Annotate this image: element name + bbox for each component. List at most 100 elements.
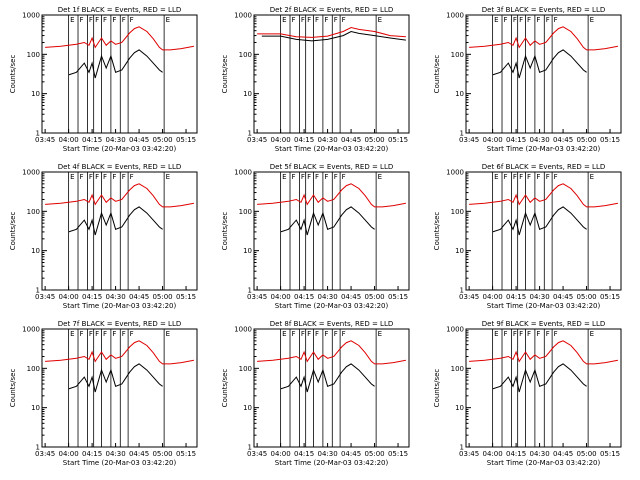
interval-marker-label: F [89, 173, 93, 181]
y-tick-label: 10 [455, 90, 464, 98]
x-tick-label: 05:00 [152, 293, 172, 301]
interval-marker-label: F [324, 16, 328, 24]
x-axis-label: Start Time (20-Mar-03 03:42:20) [275, 459, 389, 467]
interval-marker-label: E [494, 16, 498, 24]
x-tick-label: 04:15 [294, 450, 314, 458]
interval-marker-label: F [292, 330, 296, 338]
x-tick-label: 04:15 [506, 450, 526, 458]
x-axis-label: Start Time (20-Mar-03 03:42:20) [63, 145, 177, 153]
x-tick-label: 05:15 [176, 293, 196, 301]
y-tick-label: 1 [460, 444, 464, 452]
panel-title: Det 1f BLACK = Events, RED = LLD [58, 6, 181, 14]
lld-series-line [469, 26, 618, 51]
x-tick-label: 05:00 [576, 450, 596, 458]
x-tick-label: 04:15 [294, 293, 314, 301]
y-tick-label: 1 [36, 287, 40, 295]
y-tick-label: 1000 [234, 169, 252, 177]
interval-marker-label: E [282, 16, 286, 24]
interval-marker-label: F [546, 173, 550, 181]
y-tick-label: 1 [36, 130, 40, 138]
x-tick-label: 04:45 [341, 136, 361, 144]
plot-frame [465, 171, 622, 291]
y-axis-label: Counts/sec [9, 55, 17, 94]
interval-marker-label: F [103, 173, 107, 181]
plot-frame [253, 171, 410, 291]
y-tick-label: 10 [243, 247, 252, 255]
x-tick-label: 04:00 [59, 136, 79, 144]
interval-marker-label: E [378, 16, 382, 24]
interval-marker-label: E [282, 330, 286, 338]
lld-series-line [469, 183, 618, 208]
y-tick-label: 1000 [446, 326, 464, 334]
plot-frame [253, 328, 410, 448]
y-tick-label: 100 [451, 51, 464, 59]
panel-det-3: Det 3f BLACK = Events, RED = LLD 1 10 100 10… [433, 6, 622, 153]
plot-frame [465, 14, 622, 134]
interval-marker-label: F [122, 173, 126, 181]
interval-marker-label: F [130, 173, 134, 181]
panel-title: Det 4f BLACK = Events, RED = LLD [58, 163, 181, 171]
x-tick-label: 05:15 [388, 136, 408, 144]
x-tick-label: 04:00 [483, 293, 503, 301]
y-axis-label: Counts/sec [221, 369, 229, 408]
interval-marker-label: F [536, 173, 540, 181]
plot-frame [465, 328, 622, 448]
y-tick-label: 1 [460, 287, 464, 295]
panel-det-1: Det 1f BLACK = Events, RED = LLD 1 10 100 10… [9, 6, 198, 153]
x-tick-label: 04:00 [271, 450, 291, 458]
y-tick-label: 100 [239, 365, 252, 373]
y-tick-label: 1000 [234, 326, 252, 334]
interval-marker-label: F [315, 173, 319, 181]
x-tick-label: 04:30 [529, 293, 549, 301]
x-tick-label: 03:45 [247, 293, 267, 301]
interval-marker-label: E [590, 16, 594, 24]
y-axis-label: Counts/sec [9, 212, 17, 251]
x-tick-label: 05:00 [364, 450, 384, 458]
x-tick-label: 04:30 [105, 136, 125, 144]
interval-marker-label: F [95, 173, 99, 181]
x-axis-label: Start Time (20-Mar-03 03:42:20) [63, 459, 177, 467]
interval-marker-label: F [103, 330, 107, 338]
interval-marker-label: F [554, 173, 558, 181]
x-tick-label: 04:45 [129, 450, 149, 458]
y-tick-label: 1000 [234, 12, 252, 20]
interval-marker-label: F [554, 16, 558, 24]
panel-det-2: Det 2f BLACK = Events, RED = LLD 1 10 100 10… [221, 6, 410, 153]
interval-marker-label: F [315, 330, 319, 338]
x-axis-label: Start Time (20-Mar-03 03:42:20) [487, 459, 601, 467]
interval-marker-label: F [324, 173, 328, 181]
interval-marker-label: F [334, 16, 338, 24]
panel-title: Det 5f BLACK = Events, RED = LLD [270, 163, 393, 171]
y-tick-label: 1 [248, 130, 252, 138]
x-tick-label: 04:00 [271, 136, 291, 144]
x-tick-label: 03:45 [35, 293, 55, 301]
x-tick-label: 05:15 [388, 293, 408, 301]
plot-frame [41, 328, 198, 448]
interval-marker-label: F [112, 330, 116, 338]
x-tick-label: 03:45 [35, 450, 55, 458]
y-tick-label: 10 [31, 247, 40, 255]
panel-title: Det 8f BLACK = Events, RED = LLD [270, 320, 393, 328]
y-tick-label: 1000 [446, 12, 464, 20]
x-tick-label: 04:30 [105, 450, 125, 458]
events-series-line [280, 206, 375, 236]
x-tick-label: 05:00 [364, 136, 384, 144]
interval-marker-label: E [378, 173, 382, 181]
events-series-line [492, 206, 587, 236]
interval-marker-label: F [130, 16, 134, 24]
x-tick-label: 04:30 [529, 136, 549, 144]
x-tick-label: 04:45 [553, 136, 573, 144]
interval-marker-label: E [590, 173, 594, 181]
x-tick-label: 03:45 [459, 450, 479, 458]
interval-marker-label: E [494, 173, 498, 181]
lld-series-line [257, 183, 406, 208]
interval-marker-label: F [122, 330, 126, 338]
y-tick-label: 100 [451, 208, 464, 216]
x-tick-label: 05:00 [576, 136, 596, 144]
y-axis-label: Counts/sec [221, 212, 229, 251]
events-series-line [68, 206, 163, 236]
interval-marker-label: E [70, 173, 74, 181]
lld-series-line [45, 183, 194, 208]
interval-marker-label: F [301, 16, 305, 24]
